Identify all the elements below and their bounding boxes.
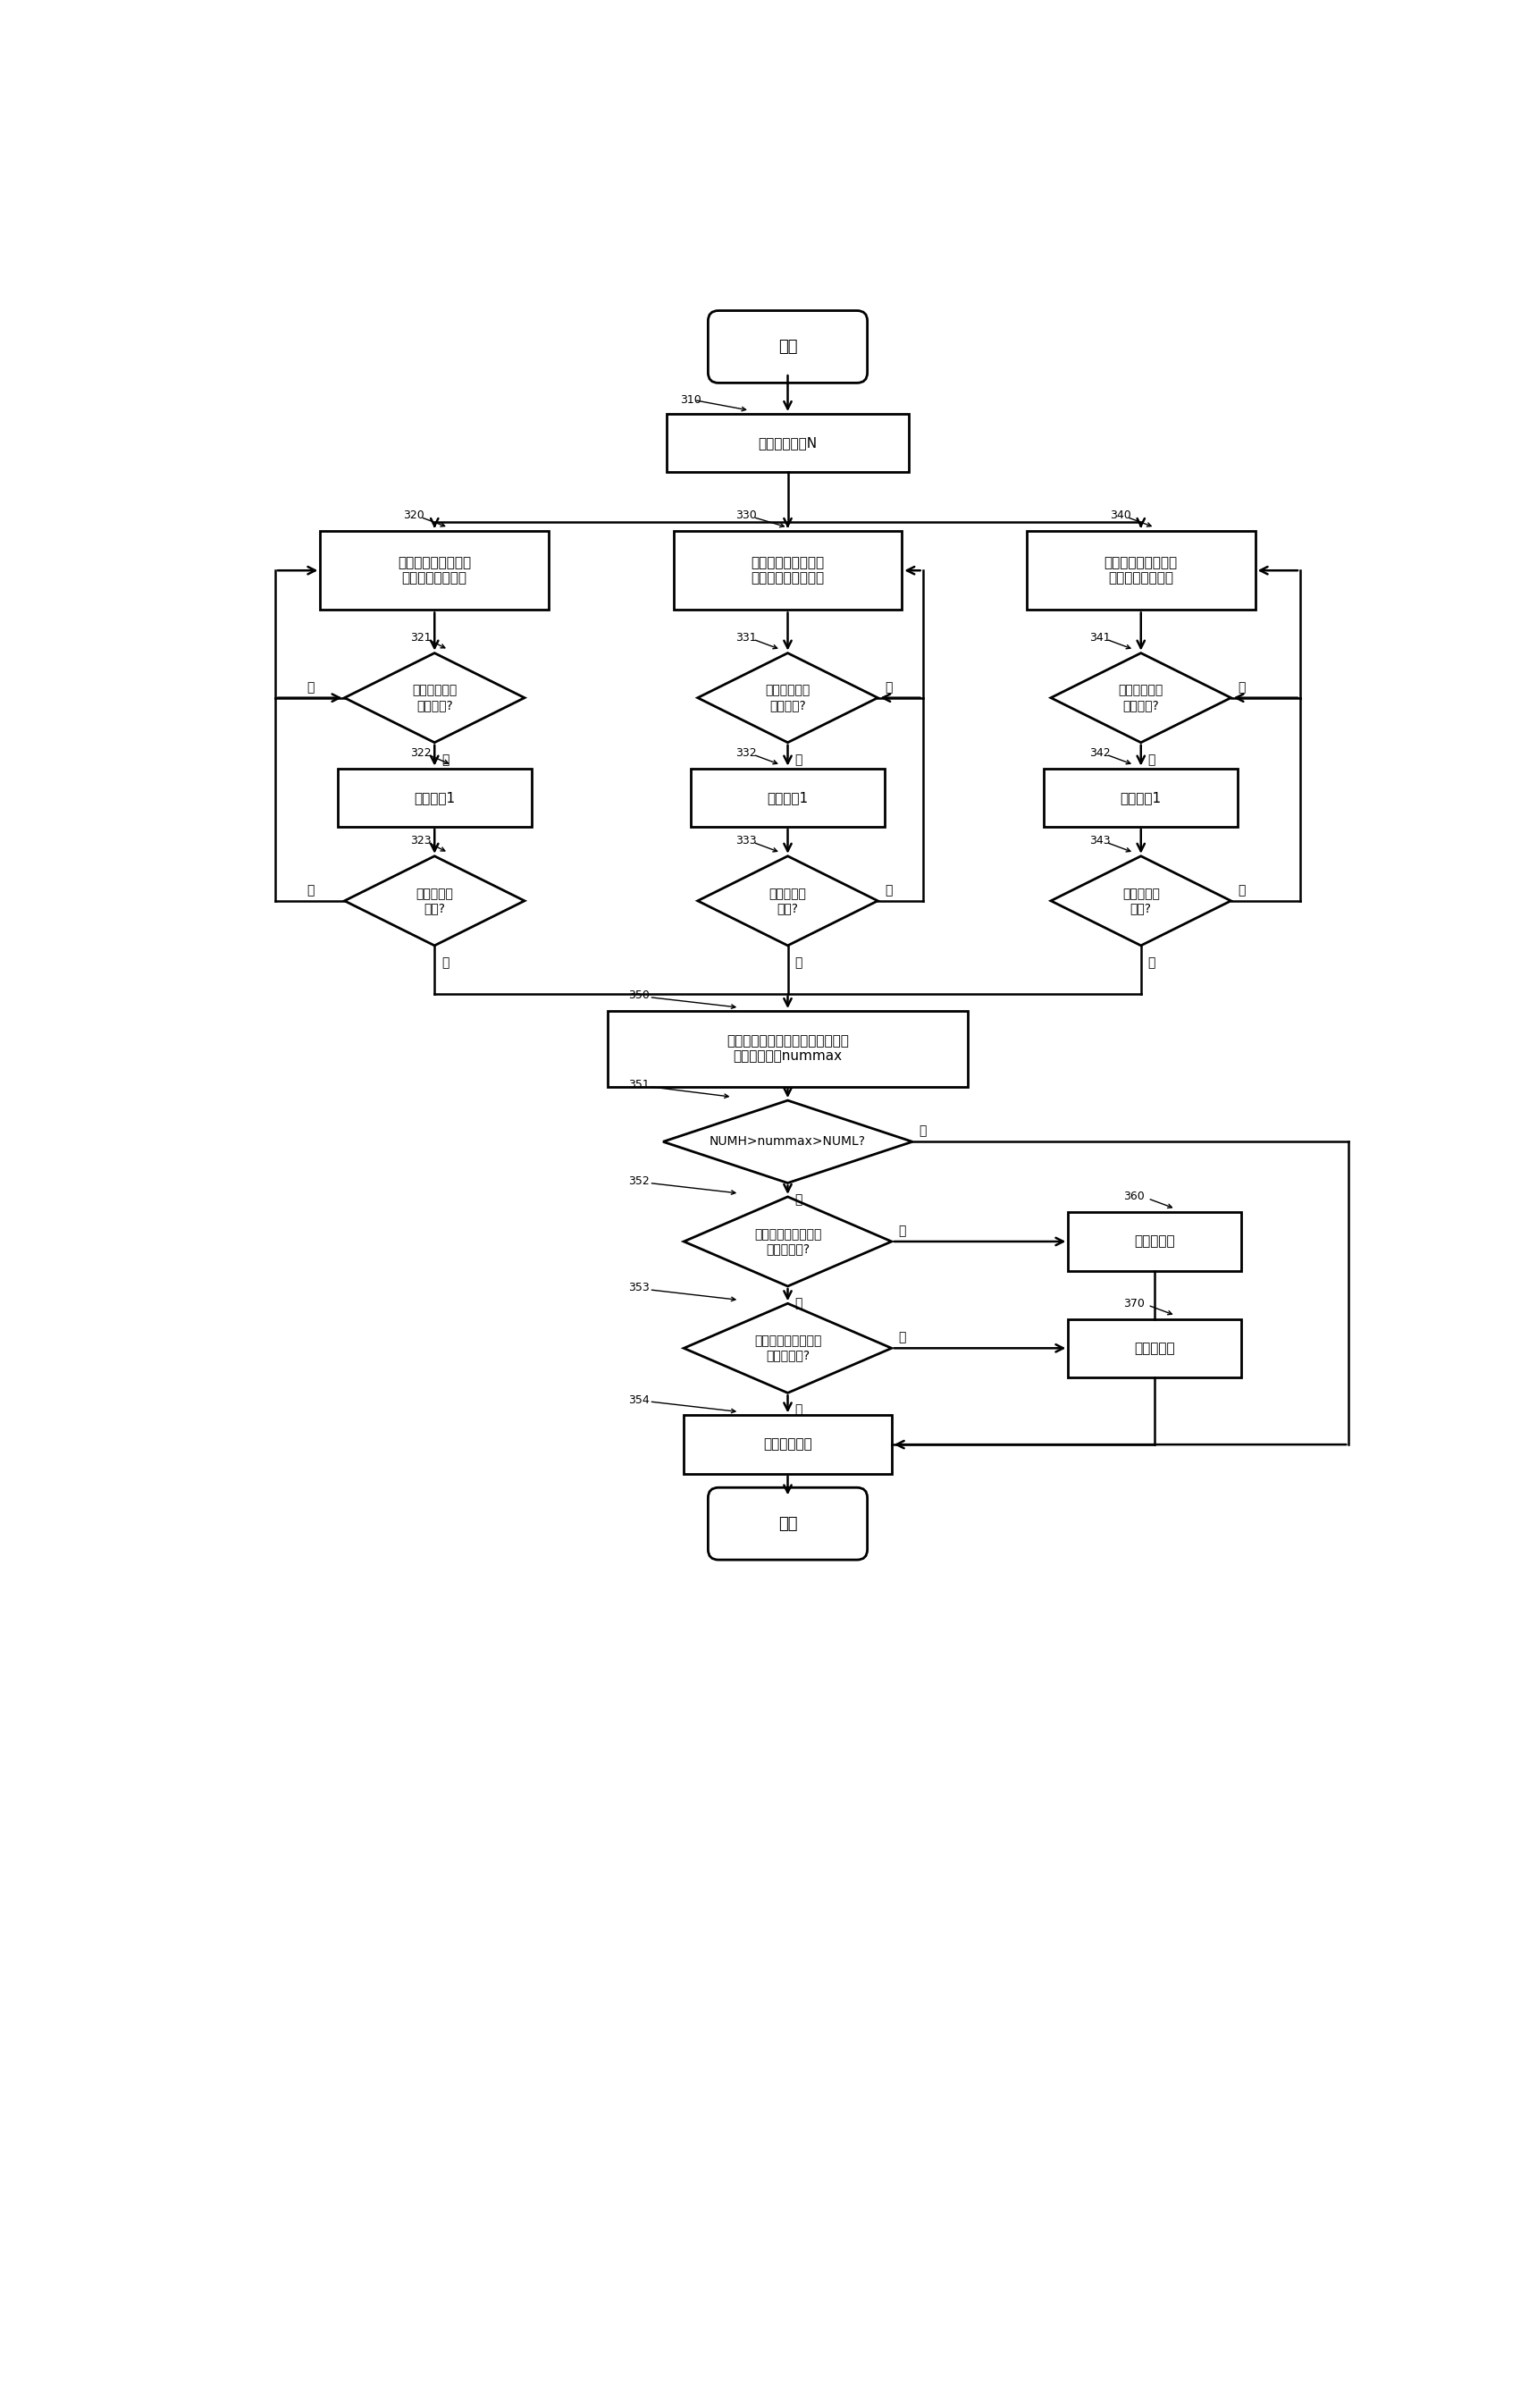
Polygon shape: [344, 857, 524, 946]
Text: 354: 354: [629, 1394, 650, 1406]
Bar: [607, 1011, 968, 1086]
Text: 像素数加1: 像素数加1: [1120, 790, 1162, 804]
Text: 321: 321: [410, 631, 432, 643]
Text: 否: 否: [795, 1404, 802, 1416]
Text: 从上至下，从左至右
扫描中间窗口内图像: 从上至下，从左至右 扫描中间窗口内图像: [752, 556, 824, 585]
Text: 是: 是: [899, 1332, 905, 1344]
Polygon shape: [698, 857, 878, 946]
Text: 比较各窗口大于灰度阈值像素数，
求最大像素数nummax: 比较各窗口大于灰度阈值像素数， 求最大像素数nummax: [727, 1035, 848, 1064]
FancyBboxPatch shape: [709, 311, 867, 383]
Bar: [667, 414, 908, 472]
Text: 否: 否: [306, 884, 314, 896]
Text: 从上至下，从左至右
扫描左窗口内图像: 从上至下，从左至右 扫描左窗口内图像: [398, 556, 472, 585]
Text: 353: 353: [629, 1281, 650, 1293]
Text: 352: 352: [629, 1175, 650, 1187]
Bar: [684, 1416, 891, 1474]
Bar: [320, 530, 549, 609]
Text: 选取右窗口: 选取右窗口: [1134, 1341, 1176, 1356]
Polygon shape: [698, 653, 878, 742]
Text: 350: 350: [629, 990, 650, 1002]
Text: 332: 332: [736, 746, 756, 759]
Text: 否: 否: [1237, 884, 1245, 896]
Text: 343: 343: [1090, 836, 1110, 845]
Text: 是: 是: [795, 1194, 802, 1206]
Text: 是: 是: [1148, 754, 1156, 766]
Text: 323: 323: [410, 836, 432, 845]
Polygon shape: [662, 1100, 913, 1182]
Text: 结束: 结束: [778, 1515, 798, 1531]
Text: 322: 322: [410, 746, 432, 759]
Text: 当前像素灰度
大于阈值?: 当前像素灰度 大于阈值?: [412, 684, 456, 710]
Text: 331: 331: [736, 631, 756, 643]
Bar: [1068, 1211, 1242, 1271]
Bar: [1044, 768, 1237, 826]
Text: 是: 是: [1148, 956, 1156, 968]
Polygon shape: [684, 1197, 891, 1286]
Polygon shape: [684, 1303, 891, 1392]
Polygon shape: [344, 653, 524, 742]
Text: 否: 否: [795, 1298, 802, 1310]
Text: 是: 是: [899, 1226, 905, 1238]
Text: 当前像素灰度
大于阈值?: 当前像素灰度 大于阈值?: [765, 684, 810, 710]
Text: 从上至下，从左至右
扫描右窗口内图像: 从上至下，从左至右 扫描右窗口内图像: [1104, 556, 1177, 585]
Text: 扫描完整个
窗口?: 扫描完整个 窗口?: [768, 886, 807, 915]
Text: 像素数加1: 像素数加1: [767, 790, 808, 804]
Text: 是: 是: [441, 754, 449, 766]
Text: 是: 是: [795, 956, 802, 968]
Polygon shape: [1051, 857, 1231, 946]
Bar: [673, 530, 902, 609]
Bar: [1027, 530, 1256, 609]
Text: 左窗口大于灰度阈值
像素数最大?: 左窗口大于灰度阈值 像素数最大?: [755, 1228, 821, 1255]
Text: 341: 341: [1090, 631, 1110, 643]
Text: 360: 360: [1124, 1192, 1145, 1202]
Polygon shape: [1051, 653, 1231, 742]
Text: 否: 否: [885, 681, 891, 694]
Bar: [1068, 1320, 1242, 1377]
Bar: [338, 768, 532, 826]
Text: 342: 342: [1090, 746, 1110, 759]
Text: 351: 351: [629, 1079, 650, 1091]
Text: 否: 否: [1237, 681, 1245, 694]
Text: NUMH>nummax>NUML?: NUMH>nummax>NUML?: [710, 1137, 865, 1149]
Text: 右窗口大于灰度阈值
像素数最大?: 右窗口大于灰度阈值 像素数最大?: [755, 1334, 821, 1361]
Text: 否: 否: [306, 681, 314, 694]
Text: 当前像素灰度
大于阈值?: 当前像素灰度 大于阈值?: [1119, 684, 1164, 710]
Text: 是: 是: [441, 956, 449, 968]
Text: 计算窗口大小N: 计算窗口大小N: [758, 436, 818, 450]
Bar: [690, 768, 885, 826]
Text: 否: 否: [885, 884, 891, 896]
Text: 开始: 开始: [778, 340, 798, 354]
FancyBboxPatch shape: [709, 1488, 867, 1560]
Text: 330: 330: [736, 510, 758, 520]
Text: 扫描完整个
窗口?: 扫描完整个 窗口?: [417, 886, 453, 915]
Text: 扫描完整个
窗口?: 扫描完整个 窗口?: [1122, 886, 1159, 915]
Text: 310: 310: [681, 395, 701, 407]
Text: 333: 333: [736, 836, 756, 845]
Text: 选取中间窗口: 选取中间窗口: [764, 1438, 812, 1452]
Text: 340: 340: [1110, 510, 1131, 520]
Text: 像素数加1: 像素数加1: [413, 790, 455, 804]
Text: 是: 是: [795, 754, 802, 766]
Text: 320: 320: [403, 510, 424, 520]
Text: 否: 否: [919, 1125, 927, 1137]
Text: 选取左窗口: 选取左窗口: [1134, 1235, 1176, 1247]
Text: 370: 370: [1124, 1298, 1145, 1310]
